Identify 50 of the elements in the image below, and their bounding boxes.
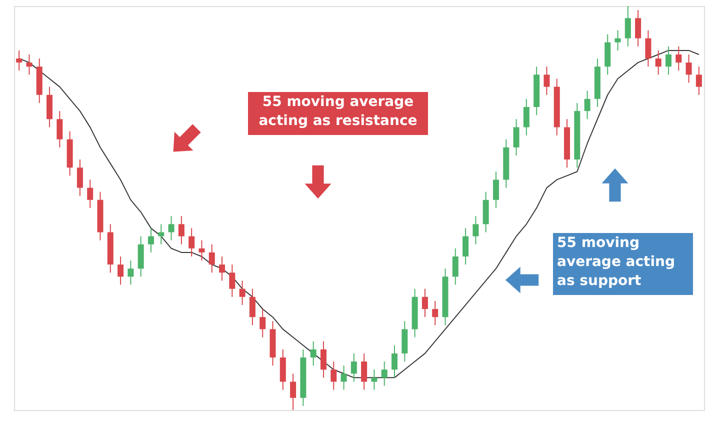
candlestick (472, 216, 479, 245)
candlestick (381, 361, 388, 386)
candlestick (16, 50, 22, 72)
candlestick (340, 365, 347, 390)
candlestick (462, 228, 469, 266)
candlestick (350, 352, 357, 382)
candlestick (188, 228, 195, 257)
candlestick (523, 98, 530, 136)
candlestick (696, 66, 702, 96)
candlestick (686, 54, 692, 84)
candlestick (665, 46, 672, 76)
candlestick (635, 10, 642, 47)
candlestick (260, 308, 266, 338)
candlestick (371, 369, 378, 390)
candlestick (76, 159, 83, 196)
candlestick (128, 260, 134, 286)
annotation: 55 moving average acting as resistance (258, 94, 418, 129)
candlestick (178, 216, 184, 245)
candlestick (168, 216, 174, 241)
candlestick (584, 90, 590, 120)
candlestick (56, 110, 63, 148)
candlestick (148, 228, 154, 253)
candlestick (310, 340, 316, 366)
annotation: 55 moving average acting as support (557, 235, 676, 289)
candlestick (392, 344, 398, 378)
candlestick (320, 340, 326, 378)
candlestick (219, 256, 226, 282)
candlestick (290, 373, 296, 410)
candlestick (676, 46, 682, 72)
candlestick (208, 244, 215, 274)
candlestick (198, 240, 205, 262)
candlestick (432, 300, 438, 326)
candlestick (492, 171, 499, 208)
candlestick (645, 30, 652, 68)
candlestick (330, 361, 337, 390)
candlestick (118, 256, 124, 286)
candlestick (361, 352, 368, 390)
candlestick (422, 288, 428, 318)
candlestick (239, 280, 246, 306)
candlestick (614, 30, 621, 51)
candlestick (544, 66, 550, 96)
candlestick (513, 118, 520, 156)
candlestick (87, 179, 94, 208)
candlestick (158, 224, 164, 245)
candlestick (229, 264, 236, 298)
candlestick (452, 248, 458, 286)
candlestick (655, 50, 662, 76)
candlestick (624, 6, 631, 47)
candlestick (26, 54, 32, 76)
candlestick (249, 288, 256, 326)
